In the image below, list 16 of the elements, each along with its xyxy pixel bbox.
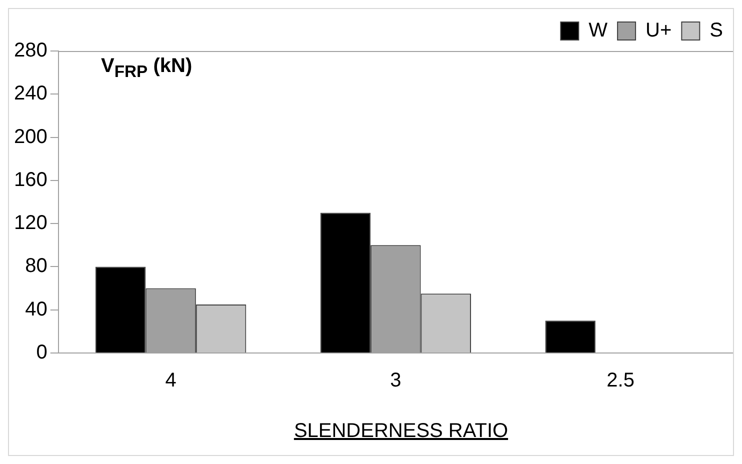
x-tick-label: 2.5 (606, 370, 634, 392)
y-tick-label: 0 (36, 342, 48, 364)
legend-label: U+ (646, 20, 672, 42)
y-tick-label: 280 (14, 40, 48, 62)
legend-label: S (710, 20, 724, 42)
y-tick-label: 240 (14, 82, 48, 105)
x-axis-title: SLENDERNESS RATIO (292, 420, 510, 443)
x-tick-label: 4 (165, 370, 176, 392)
x-tick-label: 3 (390, 370, 402, 392)
y-tick-label: 120 (14, 212, 48, 234)
y-tick-label: 80 (25, 255, 48, 278)
y-tick-label: 160 (14, 168, 48, 191)
y-tick-label: 200 (14, 126, 48, 148)
legend-label: W (588, 20, 608, 42)
y-axis-title: V$_{FRP}$ (kN) (101, 55, 192, 82)
y-tick-label: 40 (25, 298, 48, 320)
